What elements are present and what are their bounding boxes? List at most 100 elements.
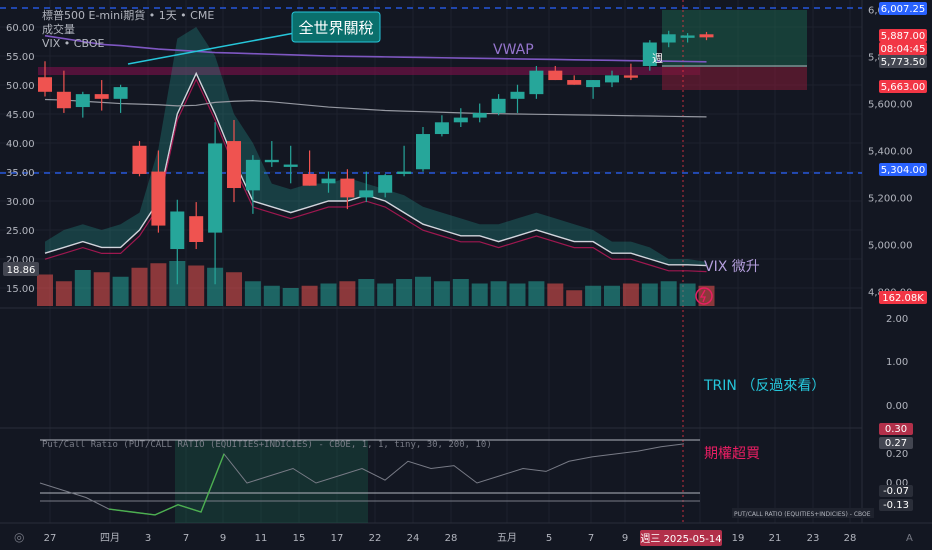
week-marker: 週	[652, 52, 663, 65]
settings-icon[interactable]: ◎	[14, 530, 24, 544]
pcr-badge-text: 0.30	[885, 424, 907, 435]
pcr-tick-label: 0.20	[886, 449, 908, 460]
price-badge-text: 5,663.00	[881, 82, 926, 93]
price-badge	[879, 291, 927, 304]
volume-bar	[301, 285, 318, 306]
vix-band	[45, 27, 707, 266]
volume-bars	[37, 261, 715, 306]
vix-tick-label: 15.00	[6, 284, 35, 295]
price-badge	[879, 29, 927, 42]
price-badge-text: 5,304.00	[881, 165, 926, 176]
candle-body	[189, 216, 204, 243]
vix-badge-text: 18.86	[7, 265, 36, 276]
vwap-line	[44, 34, 707, 63]
tariff-callout-text: 全世界關稅	[298, 19, 373, 37]
vix-tick-label: 20.00	[6, 255, 35, 266]
candle-body	[245, 159, 260, 191]
time-tick-label: 28	[844, 533, 857, 544]
volume-bar	[396, 279, 413, 306]
auto-scale-button[interactable]: A	[906, 533, 913, 544]
volume-bar	[282, 288, 299, 306]
current-date-label: 週三 2025-05-14	[640, 533, 721, 545]
overbought-annotation: 期權超買	[704, 446, 760, 462]
pcr-badge	[879, 437, 913, 449]
volume-legend[interactable]: 成交量	[42, 22, 75, 36]
price-badge	[879, 42, 927, 55]
pcr-badge-text: -0.07	[883, 486, 909, 497]
symbol-legend[interactable]: 標普500 E-mini期貨 • 1天 • CME	[42, 8, 214, 22]
volume-bar	[207, 267, 224, 306]
pcr-badge	[879, 423, 913, 435]
price-badge	[879, 163, 927, 176]
time-tick-label: 5	[546, 533, 552, 544]
lightning-icon-bolt	[699, 289, 706, 303]
volume-bar	[641, 283, 658, 306]
candle-body	[491, 98, 506, 113]
pcr-indicator-title[interactable]: Put/Call Ratio (PUT/CALL RATIO (EQUITIES…	[42, 440, 492, 450]
pcr-badge	[879, 485, 913, 497]
price-tick-label: 5,600.00	[868, 100, 913, 111]
price-badge	[879, 80, 927, 93]
tariff-callout-box[interactable]	[291, 11, 381, 43]
pcr-low-zone	[175, 440, 368, 523]
volume-bar	[660, 281, 677, 306]
volume-bar	[226, 272, 242, 306]
price-tick-label: 5,000.00	[868, 240, 913, 251]
lightning-icon[interactable]	[695, 287, 713, 305]
tariff-pointer-line	[127, 31, 301, 65]
volume-bar	[528, 281, 545, 306]
price-badge-text: 5,773.50	[881, 57, 926, 68]
vix-up-annotation: VIX 微升	[704, 259, 760, 275]
vwap-path	[44, 34, 707, 63]
vix-legend[interactable]: VIX • CBOE	[42, 37, 104, 50]
volume-bar	[585, 285, 602, 306]
volume-bar	[509, 283, 526, 306]
volume-bar	[377, 283, 394, 306]
candle-body	[113, 87, 128, 99]
volume-bar	[55, 281, 72, 306]
ma-path	[44, 98, 707, 118]
volume-bar	[188, 265, 205, 306]
trin-tick-label: 0.00	[886, 401, 908, 412]
vix-tick-label: 25.00	[6, 226, 35, 237]
time-tick-label: 15	[293, 533, 306, 544]
candlestick-series	[38, 30, 714, 285]
pcr-badge-text: -0.13	[883, 500, 909, 511]
candle-body	[359, 190, 374, 198]
time-tick-label: 19	[732, 533, 745, 544]
candle-body	[586, 80, 601, 88]
candle-body	[510, 91, 525, 99]
candle-body	[567, 80, 582, 85]
candle-body	[132, 145, 147, 174]
put-call-ratio-line	[39, 439, 700, 516]
moving-average-line	[44, 98, 707, 118]
trin-tick-label: 2.00	[886, 314, 908, 325]
pcr-low-highlight	[108, 453, 225, 516]
volume-bar	[150, 263, 167, 306]
candle-body	[38, 77, 52, 92]
time-tick-label: 9	[220, 533, 226, 544]
vix-tick-label: 35.00	[6, 168, 35, 179]
time-tick-label: 11	[255, 533, 268, 544]
volume-bar	[74, 270, 91, 306]
candle-body	[302, 173, 317, 186]
candle-body	[642, 42, 657, 66]
resistance-zone	[38, 67, 700, 75]
vix-tick-label: 45.00	[6, 110, 35, 121]
price-badge-text: 08:04:45	[881, 44, 926, 55]
trin-annotation: TRIN （反過來看）	[703, 378, 825, 394]
pcr-tag: PUT/CALL RATIO (EQUITIES+INDICIES) - CBO…	[734, 511, 871, 518]
time-tick-label: 四月	[100, 532, 120, 544]
volume-bar	[433, 281, 450, 306]
target-zone-upper	[662, 10, 807, 67]
time-tick-label: 9	[622, 533, 628, 544]
candle-body	[94, 94, 109, 99]
vix-tick-label: 60.00	[6, 23, 35, 34]
candle-body	[548, 70, 563, 81]
price-badge-text: 6,007.25	[881, 4, 926, 15]
candle-body	[264, 159, 279, 163]
volume-bar	[604, 285, 620, 306]
vix-tick-label: 50.00	[6, 81, 35, 92]
volume-bar	[339, 281, 356, 306]
